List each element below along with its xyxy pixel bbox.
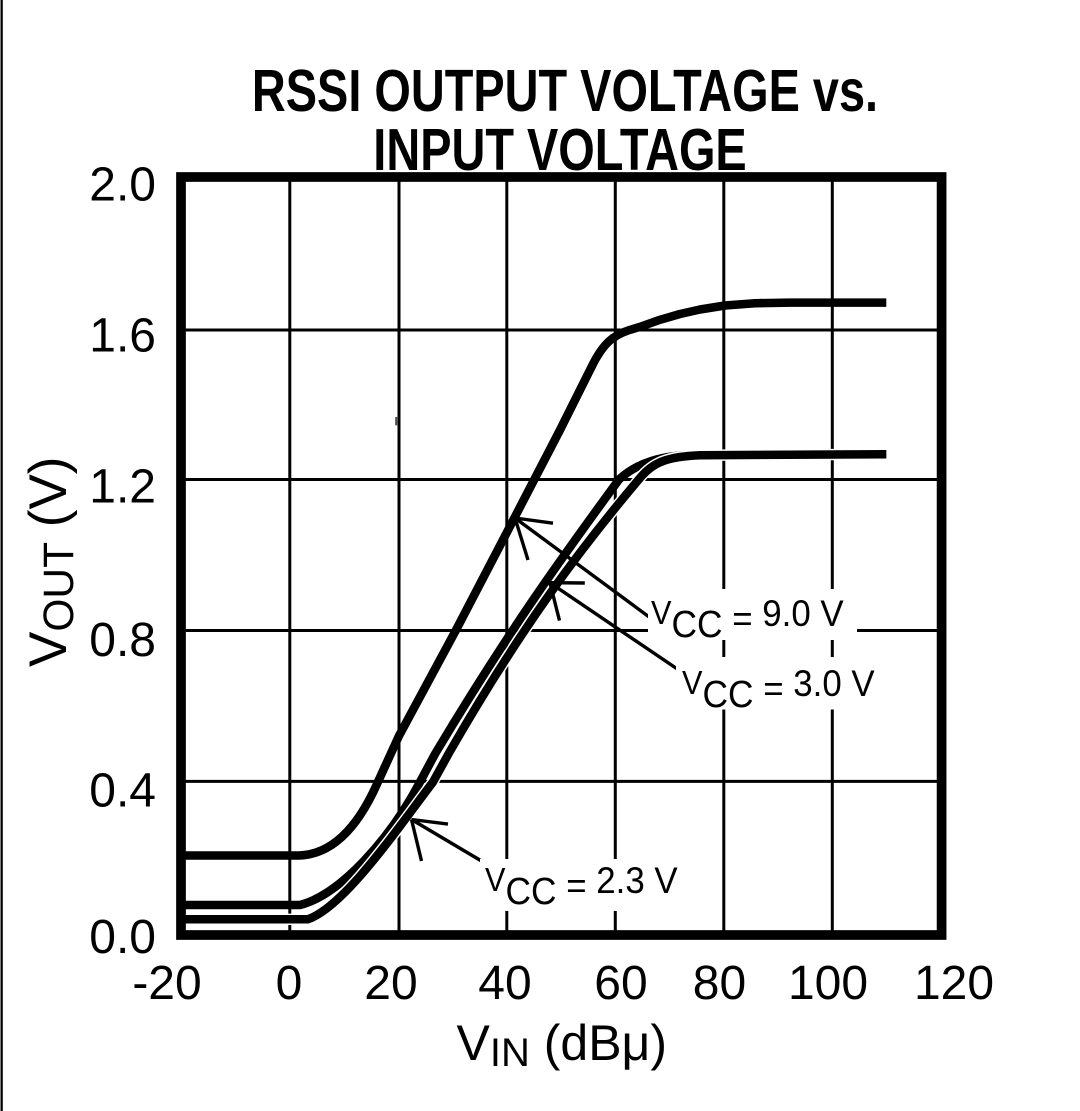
svg-text:2.0: 2.0 xyxy=(89,159,156,212)
svg-text:VCC = 2.3 V: VCC = 2.3 V xyxy=(485,859,678,912)
svg-text:120: 120 xyxy=(914,957,994,1010)
svg-text:0: 0 xyxy=(276,957,303,1010)
svg-text:80: 80 xyxy=(693,957,746,1010)
svg-text:0.8: 0.8 xyxy=(89,614,156,667)
svg-text:INPUT VOLTAGE: INPUT VOLTAGE xyxy=(373,118,746,183)
svg-text:VIN (dBμ): VIN (dBμ) xyxy=(457,1015,668,1075)
svg-text:20: 20 xyxy=(364,957,417,1010)
svg-text:100: 100 xyxy=(788,957,868,1010)
svg-text:40: 40 xyxy=(478,957,531,1010)
svg-text:60: 60 xyxy=(594,957,647,1010)
svg-text:VCC = 3.0 V: VCC = 3.0 V xyxy=(682,662,875,715)
svg-text:1.6: 1.6 xyxy=(89,310,156,363)
svg-text:RSSI OUTPUT VOLTAGE vs.: RSSI OUTPUT VOLTAGE vs. xyxy=(252,59,878,124)
svg-text:VCC = 9.0 V: VCC = 9.0 V xyxy=(651,592,844,645)
svg-text:0.4: 0.4 xyxy=(89,765,156,818)
svg-text:-20: -20 xyxy=(132,957,201,1010)
svg-text:1.2: 1.2 xyxy=(89,461,156,514)
svg-text:0.0: 0.0 xyxy=(89,911,156,964)
